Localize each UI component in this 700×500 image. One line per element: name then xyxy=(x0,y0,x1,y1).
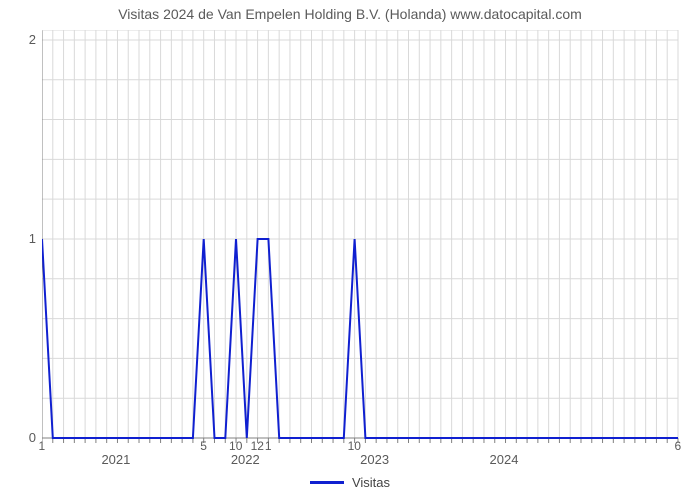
x-year-label: 2021 xyxy=(101,452,130,467)
y-tick-label: 1 xyxy=(29,231,36,246)
value-label: 10 xyxy=(348,439,361,453)
x-year-label: 2023 xyxy=(360,452,389,467)
legend-swatch xyxy=(310,481,344,484)
value-label: 10 xyxy=(229,439,242,453)
line-chart xyxy=(42,30,680,478)
legend-label: Visitas xyxy=(352,475,390,490)
value-label: 1 xyxy=(265,439,272,453)
chart-title: Visitas 2024 de Van Empelen Holding B.V.… xyxy=(0,6,700,22)
value-label: 6 xyxy=(675,439,682,453)
y-tick-label: 0 xyxy=(29,430,36,445)
x-year-label: 2022 xyxy=(231,452,260,467)
value-label: 1 xyxy=(39,439,46,453)
y-tick-label: 2 xyxy=(29,32,36,47)
value-label: 12 xyxy=(251,439,264,453)
chart-legend: Visitas xyxy=(0,474,700,490)
value-label: 5 xyxy=(200,439,207,453)
x-year-label: 2024 xyxy=(490,452,519,467)
